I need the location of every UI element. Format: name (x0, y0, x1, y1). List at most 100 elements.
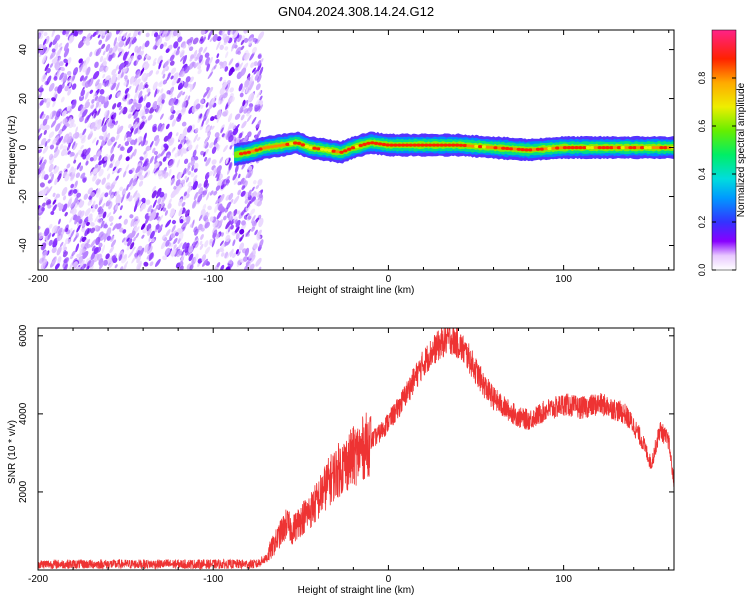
noise-dot (69, 190, 72, 195)
noise-dot (180, 55, 185, 62)
signal-core-blob (347, 147, 352, 151)
noise-dot (110, 239, 117, 248)
noise-dot (212, 33, 218, 42)
noise-dot (249, 254, 256, 263)
noise-dot (256, 119, 261, 129)
noise-dot (51, 30, 56, 38)
noise-dot (51, 58, 56, 64)
noise-dot (219, 156, 224, 164)
noise-dot (75, 126, 78, 134)
noise-dot (51, 256, 57, 265)
noise-dot (51, 48, 56, 53)
noise-dot (171, 77, 178, 86)
signal-core-blob (570, 146, 575, 150)
noise-dot (138, 90, 143, 99)
signal-core-blob (285, 142, 290, 146)
noise-dot (140, 50, 144, 56)
noise-dot (40, 242, 47, 251)
noise-dot (61, 187, 68, 196)
signal-core-blob (474, 144, 479, 148)
noise-dot (84, 56, 90, 66)
noise-dot (93, 224, 99, 232)
noise-dot (124, 87, 129, 94)
noise-dot (49, 171, 53, 177)
noise-dot (205, 183, 210, 190)
noise-dot (259, 95, 263, 101)
noise-dot (102, 57, 107, 64)
signal-core-blob (574, 146, 579, 150)
noise-dot (182, 167, 187, 176)
noise-dot (79, 75, 84, 82)
x-tick-label: -100 (203, 274, 223, 285)
noise-dot (203, 90, 209, 98)
noise-dot (215, 185, 221, 191)
noise-dot (115, 82, 120, 91)
noise-dot (138, 180, 144, 187)
noise-dot (170, 114, 174, 120)
signal-core-blob (327, 148, 333, 153)
noise-dot (98, 65, 105, 72)
noise-dot (258, 193, 263, 199)
noise-dot (172, 30, 178, 37)
noise-dot (229, 87, 234, 93)
signal-core-blob (582, 146, 587, 150)
noise-dot (170, 67, 177, 75)
colorbar-tick-label: 0.6 (697, 120, 707, 133)
noise-dot (216, 109, 222, 119)
noise-dot (211, 238, 216, 248)
noise-dot (247, 92, 255, 102)
noise-dot (114, 120, 119, 126)
noise-dot (44, 63, 50, 72)
noise-dot (48, 82, 55, 92)
noise-dot (132, 236, 137, 242)
signal-core-blob (312, 146, 317, 150)
noise-dot (247, 189, 252, 198)
noise-dot (187, 185, 192, 194)
signal-core-blob (458, 143, 464, 147)
noise-dot (181, 208, 187, 214)
signal-core-blob (555, 146, 560, 150)
noise-dot (231, 42, 237, 49)
noise-dot (157, 55, 163, 65)
noise-dot (94, 95, 99, 101)
noise-dot (47, 204, 52, 209)
x-tick-label: 100 (555, 274, 572, 285)
spectrogram-plot-area (38, 30, 674, 270)
noise-dot (135, 70, 141, 78)
noise-dot (243, 50, 249, 60)
noise-dot (162, 73, 166, 79)
noise-dot (45, 47, 50, 55)
noise-dot (97, 108, 101, 116)
noise-dot (180, 147, 185, 157)
noise-dot (106, 185, 111, 190)
noise-dot (223, 109, 229, 117)
signal-core-blob (400, 143, 406, 147)
noise-dot (106, 173, 111, 180)
noise-dot (138, 96, 144, 104)
noise-dot (62, 118, 68, 125)
noise-dot (145, 199, 151, 205)
noise-dot (193, 199, 197, 208)
noise-dot (117, 143, 121, 149)
noise-dot (84, 114, 90, 124)
noise-dot (198, 214, 203, 221)
noise-dot (42, 250, 48, 258)
signal-core-blob (435, 143, 440, 147)
noise-dot (243, 256, 248, 262)
x-tick-label: -200 (28, 274, 48, 285)
noise-dot (159, 191, 165, 198)
noise-dot (112, 180, 117, 185)
noise-dot (144, 243, 150, 253)
noise-dot (125, 164, 130, 172)
noise-dot (224, 66, 229, 72)
noise-dot (206, 108, 211, 117)
signal-core-blob (431, 143, 437, 147)
noise-dot (171, 119, 177, 127)
noise-dot (105, 117, 111, 125)
signal-core-blob (308, 146, 313, 150)
noise-dot (129, 242, 135, 250)
noise-dot (57, 227, 63, 235)
noise-dot (49, 144, 55, 150)
noise-dot (164, 210, 168, 216)
noise-dot (192, 149, 197, 158)
